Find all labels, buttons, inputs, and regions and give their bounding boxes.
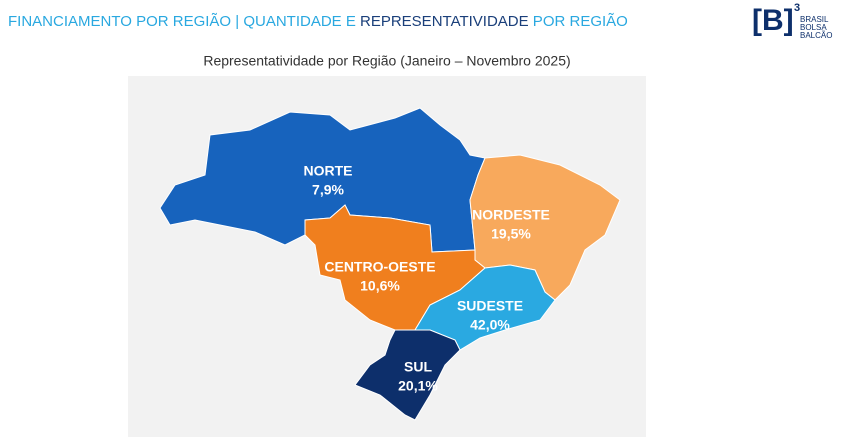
title-part: POR REGIÃO	[529, 13, 628, 30]
title-part: REPRESENTATIVIDADE	[360, 13, 529, 30]
logo-line: BRASIL	[800, 15, 829, 24]
map: NORTE 7,9% NORDESTE 19,5% CENTRO-OESTE 10,6% S…	[159, 107, 621, 421]
map-title: Representatividade por Região (Janeiro –…	[203, 53, 570, 69]
region	[414, 264, 556, 351]
region-label: SUDESTE	[457, 298, 523, 314]
logo: [B] 3 BRASIL BOLSA BALCÃO	[752, 2, 832, 40]
page-title: FINANCIAMENTO POR REGIÃO | QUANTIDADE E …	[8, 13, 628, 30]
region-value: 7,9%	[312, 182, 344, 198]
title-part: FINANCIAMENTO POR REGIÃO | QUANTIDADE E	[8, 13, 360, 30]
region-label: SUL	[404, 359, 432, 375]
logo-mark: [B]	[752, 4, 794, 37]
region-label: NORDESTE	[472, 207, 550, 223]
region-label: NORTE	[304, 163, 353, 179]
region-value: 19,5%	[491, 226, 531, 242]
logo-line: BOLSA	[800, 23, 827, 32]
region-value: 10,6%	[360, 278, 400, 294]
region-label: CENTRO-OESTE	[324, 259, 435, 275]
region-value: 20,1%	[398, 378, 438, 394]
logo-line: BALCÃO	[800, 31, 832, 40]
logo-superscript: 3	[794, 2, 800, 14]
region	[354, 329, 461, 421]
region-value: 42,0%	[470, 317, 510, 333]
